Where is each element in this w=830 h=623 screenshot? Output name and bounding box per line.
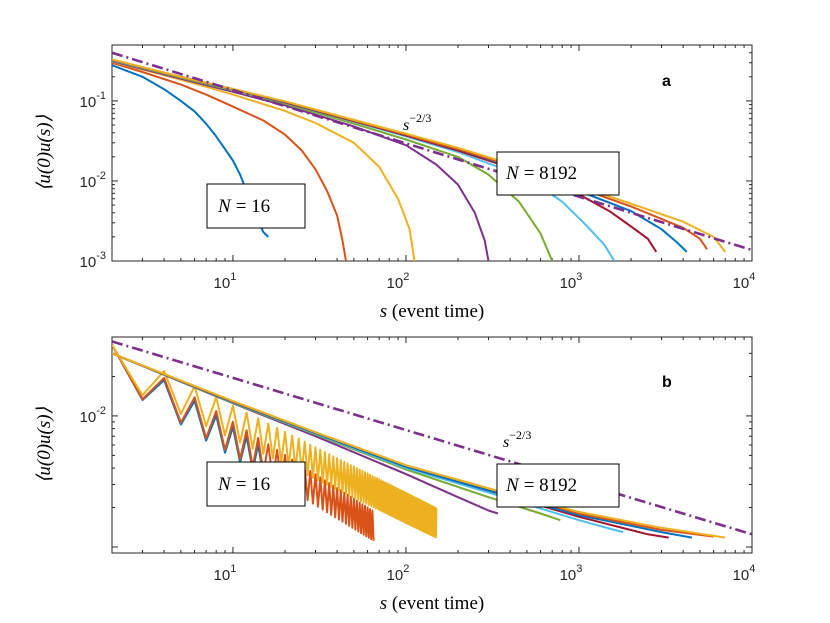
plot-area-a (111, 44, 753, 262)
reference-line (112, 51, 752, 252)
x-tick-label: 101 (214, 563, 237, 584)
series-line-3 (112, 344, 438, 539)
series-line-3 (112, 60, 416, 261)
series-line-2 (112, 61, 347, 261)
x-tick-label: 103 (560, 271, 583, 292)
annotation-n8192-b: N = 8192 (496, 463, 620, 508)
x-axis-label-b: s (event time) (380, 593, 484, 614)
x-tick-label: 103 (560, 563, 583, 584)
reference-line (112, 340, 752, 536)
y-tick-label: 10-2 (80, 170, 106, 191)
y-tick-label: 10-3 (80, 250, 106, 271)
annotation-n16-a: N = 16 (206, 183, 306, 229)
x-axis-label-a: s (event time) (380, 301, 484, 322)
x-tick-label: 104 (733, 563, 756, 584)
x-tick-label: 104 (733, 271, 756, 292)
y-axis-label-b: ⟨u(0)u(s)⟩ (34, 406, 55, 483)
svg-text:N= 16: N = 16 (217, 474, 270, 495)
x-tick-label: 102 (387, 271, 410, 292)
reference-label-b: s−2/3 (503, 428, 531, 451)
svg-text:N= 8192: N = 8192 (505, 475, 577, 496)
y-tick-label: 10-2 (80, 405, 106, 426)
y-tick-label: 10-1 (80, 90, 106, 111)
series-line-10 (112, 352, 726, 539)
panel-a: 101 102 103 104 10-3 10-2 10-1 a s−2/3 N = 16 N… (34, 44, 756, 322)
svg-text:N= 16: N = 16 (217, 196, 270, 217)
panel-letter-b: b (662, 374, 672, 391)
annotation-n16-b: N = 16 (206, 461, 306, 507)
svg-text:N= 8192: N = 8192 (505, 163, 577, 184)
reference-label-a: s−2/3 (403, 111, 431, 134)
panel-letter-a: a (662, 73, 671, 90)
y-axis-label-a: ⟨u(0)u(s)⟩ (34, 114, 55, 191)
annotation-n8192-a: N = 8192 (496, 151, 620, 196)
x-tick-label: 102 (387, 563, 410, 584)
series-line-2 (112, 344, 375, 541)
panel-b: 101 102 103 104 10-2 b s−2/3 N = 16 N = 8192 s… (34, 336, 756, 614)
x-tick-label: 101 (214, 271, 237, 292)
series-line-4 (112, 60, 490, 261)
